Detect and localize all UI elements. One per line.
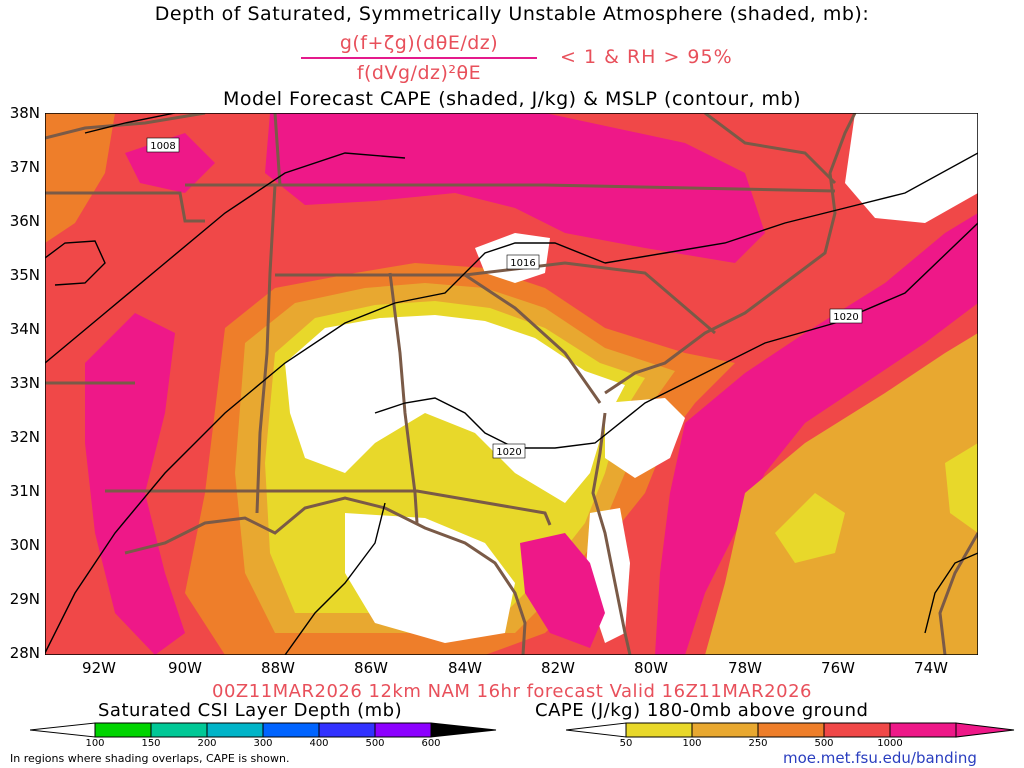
isobar-label-1016: 1016: [510, 258, 535, 269]
map-canvas: 1008 1016 1020 1020: [45, 113, 978, 655]
csi-swatch-2: [150, 722, 208, 738]
no-cape-region-panhandle: [345, 513, 515, 643]
csi-tick-600: 600: [421, 738, 441, 749]
cape-tick-250: 250: [748, 738, 768, 749]
cape-tick-50: 50: [619, 738, 633, 749]
cape-region-mississippi-magenta: [85, 313, 185, 655]
cape-colorbar-label: CAPE (J/kg) 180-0mb above ground: [535, 700, 869, 721]
lon-label-74w: 74W: [914, 659, 948, 677]
isobar-label-1020-east: 1020: [833, 312, 858, 323]
cape-region-atlantic-yellow: [775, 493, 845, 563]
lat-label-38n: 38N: [9, 104, 40, 122]
fraction-bar: [301, 57, 537, 59]
cape-swatch-2: [691, 722, 759, 738]
csi-tick-400: 400: [309, 738, 329, 749]
criterion-threshold: < 1 & RH > 95%: [560, 46, 733, 68]
isobar-label-1008: 1008: [150, 141, 175, 152]
cape-swatch-5: [889, 722, 957, 738]
lat-label-34n: 34N: [9, 320, 40, 338]
cape-colorbar: [566, 722, 1015, 738]
cape-swatch-3: [757, 722, 825, 738]
csi-colorbar: [30, 722, 497, 738]
title-line-1: Depth of Saturated, Symmetrically Unstab…: [154, 3, 870, 25]
lat-label-36n: 36N: [9, 212, 40, 230]
lon-label-76w: 76W: [821, 659, 855, 677]
csi-colorbar-label: Saturated CSI Layer Depth (mb): [98, 700, 403, 721]
csi-tick-300: 300: [253, 738, 273, 749]
mslp-isobars: [45, 113, 978, 655]
lat-label-29n: 29N: [9, 590, 40, 608]
coastlines: [124, 113, 978, 655]
csi-swatch-4: [262, 722, 320, 738]
fraction-denominator: f(dVg/dz)²θE: [356, 62, 482, 84]
lat-label-28n: 28N: [9, 644, 40, 662]
lat-label-37n: 37N: [9, 158, 40, 176]
csi-colorbar-high-arrow: [430, 722, 497, 738]
cape-region-atlantic-magenta: [655, 213, 978, 655]
source-url[interactable]: moe.met.fsu.edu/banding: [783, 749, 977, 767]
title-line-3: Model Forecast CAPE (shaded, J/kg) & MSL…: [222, 88, 802, 110]
csi-swatch-6: [374, 722, 432, 738]
csi-tick-100: 100: [85, 738, 105, 749]
cape-tick-100: 100: [682, 738, 702, 749]
csi-swatch-1: [94, 722, 152, 738]
lon-label-82w: 82W: [541, 659, 575, 677]
lon-label-92w: 92W: [82, 659, 116, 677]
no-cape-region-georgia: [285, 315, 625, 503]
no-cape-region-northeast: [845, 113, 978, 223]
csi-colorbar-low-arrow: [30, 722, 96, 738]
lat-label-30n: 30N: [9, 536, 40, 554]
csi-tick-200: 200: [197, 738, 217, 749]
lon-label-88w: 88W: [261, 659, 295, 677]
state-boundaries: [45, 113, 837, 526]
lat-label-35n: 35N: [9, 266, 40, 284]
lon-label-78w: 78W: [728, 659, 762, 677]
lat-label-33n: 33N: [9, 374, 40, 392]
lon-label-90w: 90W: [168, 659, 202, 677]
lon-label-80w: 80W: [634, 659, 668, 677]
lon-label-84w: 84W: [448, 659, 482, 677]
cape-region-west-orange: [45, 113, 115, 243]
forecast-map[interactable]: 1008 1016 1020 1020: [45, 113, 978, 655]
csi-tick-150: 150: [141, 738, 161, 749]
isobar-label-1020-south: 1020: [496, 447, 521, 458]
csi-swatch-3: [206, 722, 264, 738]
cape-region-east-yellow: [945, 443, 978, 533]
lat-label-32n: 32N: [9, 428, 40, 446]
cape-region-gulf-magenta: [520, 533, 605, 648]
cape-swatch-1: [625, 722, 693, 738]
cape-region-north-magenta: [265, 113, 765, 263]
overlap-note: In regions where shading overlaps, CAPE …: [10, 752, 290, 765]
csi-swatch-5: [318, 722, 376, 738]
forecast-valid-time: 00Z11MAR2026 12km NAM 16hr forecast Vali…: [212, 681, 812, 702]
fraction-numerator: g(f+ζg)(dθE/dz): [339, 32, 499, 54]
cape-colorbar-high-arrow: [955, 722, 1015, 738]
criterion-fraction: g(f+ζg)(dθE/dz) f(dVg/dz)²θE: [300, 30, 538, 84]
cape-colorbar-low-arrow: [566, 722, 627, 738]
cape-tick-1000: 1000: [877, 738, 903, 749]
cape-region-atlantic-orange: [705, 333, 978, 655]
lon-label-86w: 86W: [354, 659, 388, 677]
cape-tick-500: 500: [814, 738, 834, 749]
isobar-labels: 1008 1016 1020 1020: [146, 137, 863, 459]
cape-swatch-4: [823, 722, 891, 738]
no-cape-region-coast: [605, 398, 685, 478]
lat-label-31n: 31N: [9, 482, 40, 500]
csi-tick-500: 500: [365, 738, 385, 749]
